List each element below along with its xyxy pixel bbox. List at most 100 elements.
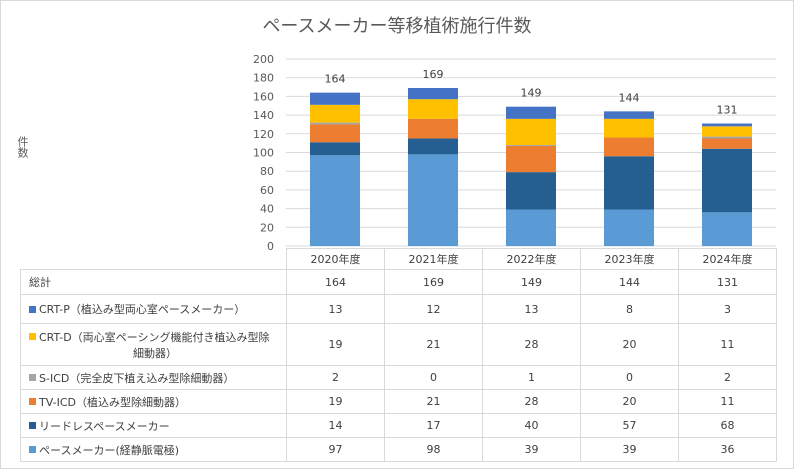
table-cell: 40 xyxy=(482,413,581,438)
table-cell: 97 xyxy=(286,437,385,462)
table-corner xyxy=(20,248,287,270)
table-cell: 20 xyxy=(580,323,679,366)
table-cell: 39 xyxy=(482,437,581,462)
x-tick-label: 2021年度 xyxy=(384,248,483,270)
chart-title: ペースメーカー等移植術施行件数 xyxy=(262,16,532,37)
table-cell: 13 xyxy=(482,294,581,324)
bar-segment xyxy=(310,142,360,156)
table-cell: 12 xyxy=(384,294,483,324)
bar-segment xyxy=(506,118,556,146)
y-tick-label: 140 xyxy=(253,109,274,122)
bar-segment xyxy=(604,137,654,157)
bar-segment xyxy=(702,138,752,149)
table-row: リードレスペースメーカー 14 17 40 57 68 xyxy=(20,413,777,438)
table-cell: 2 xyxy=(678,365,777,390)
table-row: TV-ICD（植込み型除細動器） 19 21 28 20 11 xyxy=(20,389,777,414)
table-cell: 19 xyxy=(286,323,385,366)
bar-segment xyxy=(702,123,752,127)
y-tick-label: 20 xyxy=(260,221,274,234)
table-cell: 2 xyxy=(286,365,385,390)
y-tick-label: 180 xyxy=(253,72,274,85)
series-name-cont: 細動器） xyxy=(133,346,177,360)
series-name: ペースメーカー(経静脈電極) xyxy=(39,443,180,457)
x-tick-label: 2024年度 xyxy=(678,248,777,270)
series-label: CRT-P（植込み型両心室ペースメーカー） xyxy=(20,294,287,324)
x-tick-label: 2020年度 xyxy=(286,248,385,270)
series-label: CRT-D（両心室ペーシング機能付き植込み型除 細動器） xyxy=(20,323,287,366)
x-tick-label: 2022年度 xyxy=(482,248,581,270)
table-cell: 11 xyxy=(678,323,777,366)
total-label: 164 xyxy=(325,73,346,86)
series-label: ペースメーカー(経静脈電極) xyxy=(20,437,287,462)
table-cell: 19 xyxy=(286,389,385,414)
series-name: CRT-P（植込み型両心室ペースメーカー） xyxy=(39,303,246,316)
y-tick-label: 80 xyxy=(260,165,274,178)
bars xyxy=(310,87,752,246)
table-cell: 21 xyxy=(384,323,483,366)
table-cell: 0 xyxy=(580,365,679,390)
table-cell: 20 xyxy=(580,389,679,414)
series-name: TV-ICD（植込み型除細動器） xyxy=(39,395,186,409)
bar-segment xyxy=(310,122,360,125)
total-label: 169 xyxy=(423,68,444,81)
table-cell: 169 xyxy=(384,269,483,295)
legend-swatch xyxy=(29,374,36,381)
table-header-row: 2020年度 2021年度 2022年度 2023年度 2024年度 xyxy=(20,248,777,270)
legend-swatch xyxy=(29,446,36,453)
table-row: 総計 164 169 149 144 131 xyxy=(20,269,777,295)
series-name: CRT-D（両心室ペーシング機能付き植込み型除 xyxy=(39,330,270,344)
bar-segment xyxy=(408,87,458,100)
table-cell: 28 xyxy=(482,323,581,366)
table-cell: 17 xyxy=(384,413,483,438)
table-cell: 0 xyxy=(384,365,483,390)
table-cell: 131 xyxy=(678,269,777,295)
bar-segment xyxy=(604,111,654,119)
bar-segment xyxy=(408,138,458,155)
y-tick-label: 200 xyxy=(253,53,274,66)
bar-segment xyxy=(506,172,556,210)
table-cell: 98 xyxy=(384,437,483,462)
y-tick-label: 40 xyxy=(260,203,274,216)
table-cell: 57 xyxy=(580,413,679,438)
table-cell: 144 xyxy=(580,269,679,295)
bar-segment xyxy=(408,99,458,119)
table-cell: 1 xyxy=(482,365,581,390)
table-row: S-ICD（完全皮下植え込み型除細動器） 2 0 1 0 2 xyxy=(20,365,777,390)
bar-segment xyxy=(310,155,360,246)
table-cell: 8 xyxy=(580,294,679,324)
table-cell: 14 xyxy=(286,413,385,438)
table-cell: 11 xyxy=(678,389,777,414)
row-label-total: 総計 xyxy=(20,269,287,295)
legend-swatch xyxy=(29,305,36,313)
y-axis-label: 件数 xyxy=(16,136,29,158)
series-label: リードレスペースメーカー xyxy=(20,413,287,438)
bar-segment xyxy=(702,212,752,246)
data-table: 2020年度 2021年度 2022年度 2023年度 2024年度 総計 164 169 14… xyxy=(20,248,777,462)
table-cell: 39 xyxy=(580,437,679,462)
total-data-labels: 164 169 149 144 131 xyxy=(325,68,738,117)
table-row: CRT-P（植込み型両心室ペースメーカー） 13 12 13 8 3 xyxy=(20,294,777,324)
y-tick-label: 60 xyxy=(260,184,274,197)
x-tick-label: 2023年度 xyxy=(580,248,679,270)
bar-segment xyxy=(408,118,458,139)
total-label: 131 xyxy=(717,104,738,117)
table-cell: 164 xyxy=(286,269,385,295)
bar-segment xyxy=(408,154,458,246)
series-name: S-ICD（完全皮下植え込み型除細動器） xyxy=(39,371,235,385)
series-label: S-ICD（完全皮下植え込み型除細動器） xyxy=(20,365,287,390)
bar-segment xyxy=(506,145,556,173)
legend-swatch xyxy=(29,398,36,405)
bar-segment xyxy=(506,106,556,119)
y-tick-label: 0 xyxy=(267,240,274,253)
total-label: 144 xyxy=(619,91,640,104)
table-cell: 13 xyxy=(286,294,385,324)
table-row: ペースメーカー(経静脈電極) 97 98 39 39 36 xyxy=(20,437,777,462)
table-cell: 68 xyxy=(678,413,777,438)
bar-segment xyxy=(604,209,654,246)
series-name: リードレスペースメーカー xyxy=(39,419,170,433)
bar-segment xyxy=(506,145,556,146)
bar-segment xyxy=(310,92,360,105)
bar-segment xyxy=(702,148,752,213)
bar-segment xyxy=(506,209,556,246)
